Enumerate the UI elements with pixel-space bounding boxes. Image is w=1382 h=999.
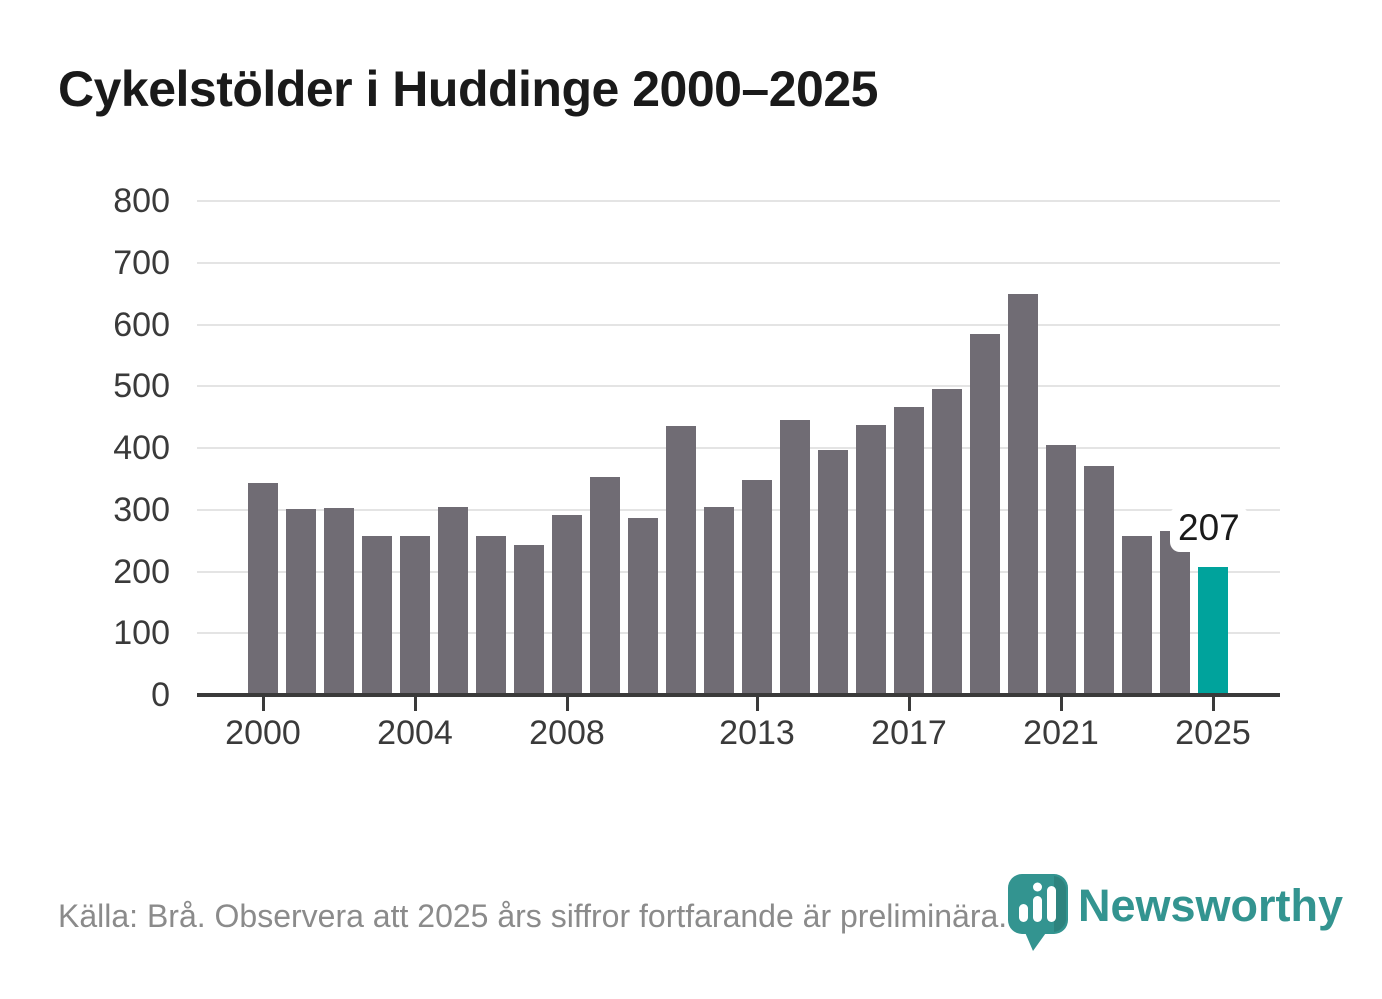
x-axis-label-2025: 2025: [1175, 714, 1251, 752]
x-tick-2013: [755, 697, 759, 711]
value-callout: 207: [1170, 506, 1248, 552]
bar-2003[interactable]: [362, 536, 392, 695]
x-axis-label-2008: 2008: [529, 714, 605, 752]
x-tick-2008: [565, 697, 569, 711]
x-tick-2000: [261, 697, 265, 711]
x-axis-label-2013: 2013: [719, 714, 795, 752]
bar-2000[interactable]: [248, 482, 278, 695]
chart-title: Cykelstölder i Huddinge 2000–2025: [58, 61, 878, 117]
bar-2005[interactable]: [438, 507, 468, 695]
gridline-200: [197, 570, 1280, 573]
bar-2014[interactable]: [780, 420, 810, 695]
bar-2020[interactable]: [1008, 294, 1038, 695]
bar-2008[interactable]: [552, 515, 582, 695]
bar-2002[interactable]: [324, 507, 354, 695]
x-tick-2017: [907, 697, 911, 711]
gridline-600: [197, 323, 1280, 326]
gridline-400: [197, 447, 1280, 449]
bar-2004[interactable]: [400, 536, 430, 695]
bar-2016[interactable]: [856, 425, 886, 695]
bar-2010[interactable]: [628, 517, 658, 695]
bar-2011[interactable]: [666, 426, 696, 695]
y-axis-label-300: 300: [113, 490, 170, 529]
bar-2024[interactable]: [1160, 531, 1190, 695]
bar-2021[interactable]: [1046, 444, 1076, 695]
plot-area: [197, 200, 1280, 697]
bar-2015[interactable]: [818, 449, 848, 695]
x-axis-label-2004: 2004: [377, 714, 453, 752]
y-axis-label-700: 700: [113, 243, 170, 282]
gridline-800: [197, 200, 1280, 202]
bar-2022[interactable]: [1084, 465, 1114, 695]
bar-2006[interactable]: [476, 536, 506, 695]
y-axis-label-500: 500: [113, 367, 170, 406]
bar-2013[interactable]: [742, 479, 772, 695]
bar-2023[interactable]: [1122, 535, 1152, 695]
y-axis-label-400: 400: [113, 429, 170, 467]
bar-2007[interactable]: [514, 544, 544, 695]
bar-2019[interactable]: [970, 333, 1000, 695]
y-axis-label-200: 200: [113, 552, 170, 591]
bar-2012[interactable]: [704, 507, 734, 695]
newsworthy-wordmark: Newsworthy: [1078, 880, 1344, 931]
bar-2009[interactable]: [590, 477, 620, 695]
bar-2001[interactable]: [286, 508, 316, 695]
value-callout-text: 207: [1178, 507, 1240, 548]
y-axis-label-0: 0: [151, 676, 170, 714]
gridline-700: [197, 261, 1280, 264]
x-axis-label-2000: 2000: [225, 714, 301, 752]
bar-2017[interactable]: [894, 407, 924, 695]
source-note: Källa: Brå. Observera att 2025 års siffr…: [58, 898, 1008, 934]
x-tick-2021: [1059, 697, 1063, 711]
bar-2018[interactable]: [932, 389, 962, 695]
bar-2025[interactable]: [1198, 567, 1228, 695]
x-axis-line: [197, 693, 1280, 697]
y-axis-label-600: 600: [113, 305, 170, 344]
x-tick-2004: [413, 697, 417, 711]
y-axis-label-800: 800: [113, 182, 170, 220]
newsworthy-logo-icon: [1008, 874, 1068, 951]
gridline-300: [197, 508, 1280, 511]
gridline-500: [197, 385, 1280, 388]
x-axis-label-2021: 2021: [1023, 714, 1099, 752]
x-axis-label-2017: 2017: [871, 714, 947, 752]
gridline-100: [197, 632, 1280, 635]
x-tick-2025: [1211, 697, 1215, 711]
y-axis-label-100: 100: [113, 614, 170, 653]
newsworthy-logo[interactable]: Newsworthy: [1008, 874, 1343, 952]
